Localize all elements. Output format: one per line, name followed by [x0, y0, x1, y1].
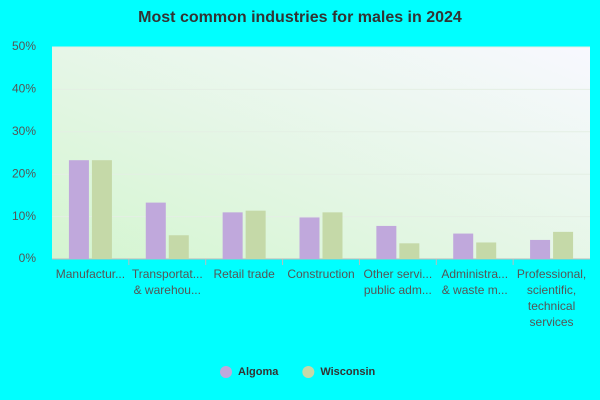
- x-tick-label: Administra... & waste m...: [441, 267, 509, 297]
- y-tick-label: 0%: [19, 251, 37, 265]
- x-tick-label: Other servi... public adm...: [363, 267, 433, 297]
- legend-label: Algoma: [238, 366, 279, 378]
- y-tick-label: 30%: [12, 124, 36, 138]
- bar: [453, 233, 474, 259]
- y-tick-label: 40%: [12, 82, 36, 96]
- bar: [91, 160, 112, 259]
- y-tick-label: 20%: [12, 166, 36, 180]
- legend-label: Wisconsin: [320, 366, 375, 378]
- chart-title: Most common industries for males in 2024: [138, 9, 462, 26]
- legend-swatch: [302, 366, 315, 378]
- bar: [530, 239, 551, 259]
- bar: [299, 217, 320, 259]
- x-tick-label: Professional, scientific, technical serv…: [516, 267, 587, 329]
- bar: [376, 225, 397, 259]
- bar: [476, 242, 497, 259]
- legend-swatch: [220, 366, 232, 378]
- bar: [399, 243, 420, 259]
- bar: [145, 202, 166, 259]
- bar: [553, 231, 574, 259]
- bar: [245, 210, 266, 259]
- x-tick-label: Transportat... & warehou...: [131, 267, 203, 297]
- x-tick-label: Retail trade: [213, 267, 275, 281]
- bar: [322, 212, 343, 259]
- x-tick-label: Manufactur...: [55, 267, 126, 281]
- x-tick-label: Construction: [287, 267, 355, 281]
- y-tick-label: 10%: [12, 209, 36, 223]
- plot-area: [52, 47, 590, 259]
- bar: [168, 235, 189, 259]
- y-tick-label: 50%: [12, 39, 36, 53]
- bar: [222, 212, 243, 259]
- bar: [68, 160, 89, 259]
